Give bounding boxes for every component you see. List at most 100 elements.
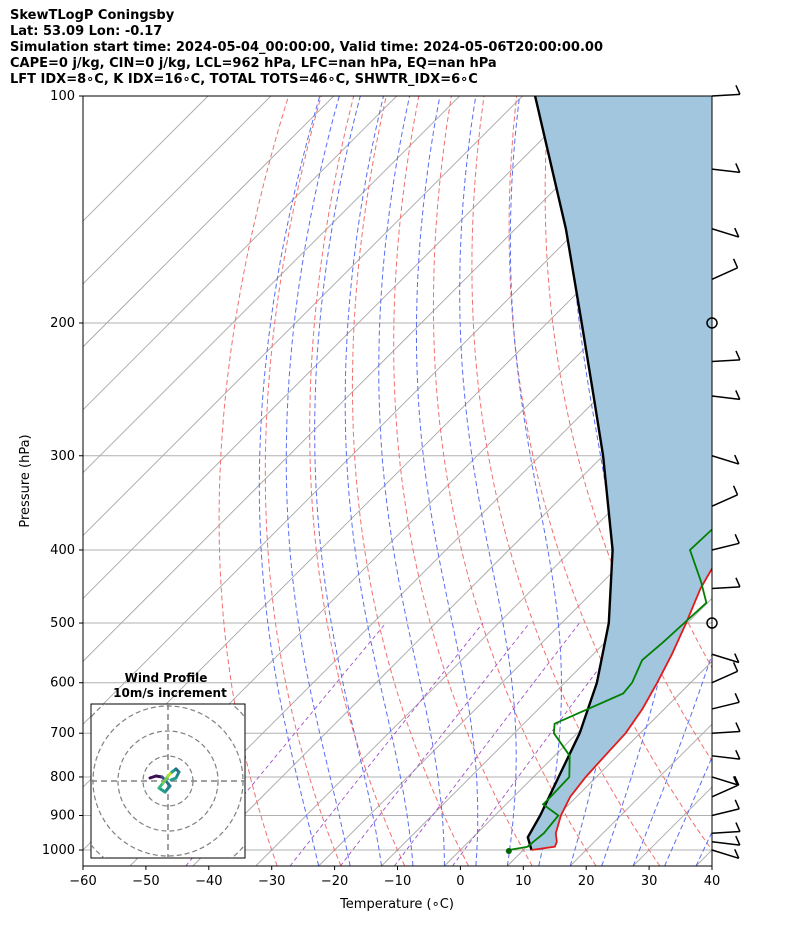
x-tick-label: −10 [384,874,411,889]
chart-title: SkewTLogP Coningsby [10,8,175,23]
barb-staff [711,776,739,786]
dry-adiabat [351,96,469,866]
barb-staff [711,730,740,734]
barb-staff [711,808,740,817]
barb-staff [711,542,740,551]
barb-staff [711,228,739,238]
wind-barbs [706,85,741,860]
hodograph-ring [117,730,219,832]
dry-adiabat [711,96,712,103]
isotherm-line [759,96,794,866]
barb-flag [734,227,740,238]
hodograph-content [91,704,245,858]
barb-flag [732,485,739,496]
x-tick-label: −60 [69,874,96,889]
wind-barb [711,350,741,363]
isotherm-line [255,409,712,866]
barb-flag [735,390,741,400]
x-tick-label: 10 [515,874,532,889]
isotherm-line [83,96,523,537]
mixing-ratio-line [452,622,634,866]
barb-flag [734,653,740,663]
barb-flag [735,163,741,173]
moist-adiabat [632,652,712,866]
barb-staff [711,653,739,664]
surface-dewpoint-marker [505,848,512,855]
wind-barb [711,485,739,507]
y-tick-label: 200 [50,316,75,331]
location-line: Lat: 53.09 Lon: -0.17 [10,24,163,39]
wind-barb [711,835,741,846]
chart-header: SkewTLogP Coningsby Lat: 53.09 Lon: -0.1… [10,8,603,88]
index-line: LFT IDX=8∘C, K IDX=16∘C, TOTAL TOTS=46∘C… [10,72,478,87]
barb-flag [735,835,741,846]
moist-adiabat [258,96,321,866]
wind-barb [706,317,718,329]
moist-adiabat [344,96,414,866]
wind-barb [711,722,741,734]
wind-barb [711,776,739,798]
isotherm-line [444,597,712,866]
wind-barb [711,822,741,834]
barb-staff [711,755,740,760]
barb-flag [732,258,739,269]
mixing-ratio-line [339,622,530,866]
x-tick-label: 20 [578,874,595,889]
moist-adiabat [509,96,562,866]
x-tick-label: −40 [195,874,222,889]
wind-barb [711,454,740,465]
y-tick-label: 100 [50,89,75,104]
calm-wind-circle [706,617,718,629]
wind-barb [711,749,741,760]
x-tick-label: 30 [641,874,658,889]
mixing-ratio-line [289,622,484,866]
barb-flag [734,454,740,465]
barb-flag [735,350,741,361]
barb-staff [711,701,740,710]
dry-adiabat [264,96,342,866]
barb-flag [734,775,740,786]
dry-adiabat [777,96,794,866]
barb-staff [711,93,740,97]
isotherm-line [83,96,398,411]
wind-barb [711,662,739,684]
barb-flag [735,822,741,832]
wind-barb [711,534,740,551]
y-tick-label: 800 [50,770,75,785]
barb-staff [711,784,738,798]
isotherm-line [381,534,712,866]
hodograph: Wind Profile 10m/s increment [90,671,246,859]
dry-adiabat [218,96,289,866]
barb-flag [734,534,740,544]
y-tick-label: 300 [50,449,75,464]
x-axis-label: Temperature (∘C) [339,897,454,912]
wind-barb [711,258,739,280]
x-tick-label: −30 [258,874,285,889]
hodograph-subtitle: 10m/s increment [113,686,227,700]
barb-flag [734,799,740,810]
wind-barb [711,799,740,817]
background-lines [83,96,794,866]
y-tick-label: 500 [50,616,75,631]
y-tick-label: 900 [50,809,75,824]
x-tick-label: −50 [132,874,159,889]
wind-barb [711,653,740,664]
isotherm-line [507,660,712,866]
barb-flag [735,749,741,760]
isotherm-line [83,96,272,285]
calm-wind-circle [706,317,718,329]
x-tick-label: 0 [456,874,464,889]
y-tick-label: 400 [50,543,75,558]
dry-adiabat [745,96,794,866]
parcel-profile-line [526,96,614,851]
isotherm-line [129,283,712,866]
barb-flag [735,722,741,732]
barb-staff [711,168,740,174]
y-tick-label: 600 [50,676,75,691]
barb-flag [732,662,739,672]
wind-barb [711,163,741,174]
moist-adiabat [459,96,517,866]
data-layer [505,96,712,855]
barb-staff [711,267,738,280]
